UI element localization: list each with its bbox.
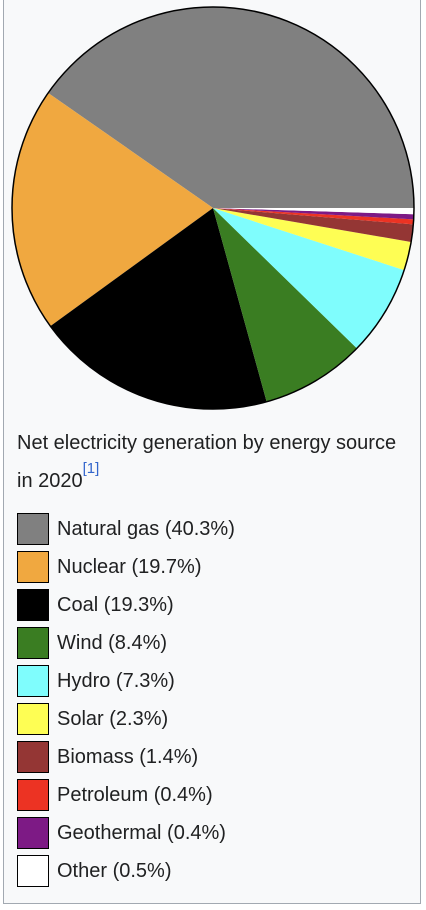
pie-slice-solar xyxy=(213,208,412,271)
chart-infobox: Net electricity generation by energy sou… xyxy=(3,0,421,904)
legend-swatch xyxy=(17,589,49,621)
chart-legend: Natural gas (40.3%) Nuclear (19.7%) Coal (… xyxy=(17,510,235,890)
pie-slice-hydro xyxy=(213,208,405,349)
legend-label: Nuclear (19.7%) xyxy=(57,555,202,578)
legend-label: Natural gas (40.3%) xyxy=(57,517,235,540)
legend-item-petroleum: Petroleum (0.4%) xyxy=(17,776,235,814)
legend-item-hydro: Hydro (7.3%) xyxy=(17,662,235,700)
legend-swatch xyxy=(17,703,49,735)
legend-label: Wind (8.4%) xyxy=(57,631,168,654)
legend-swatch xyxy=(17,513,49,545)
chart-caption: Net electricity generation by energy sou… xyxy=(17,424,409,500)
pie-slice-geothermal xyxy=(213,208,414,220)
legend-label: Biomass (1.4%) xyxy=(57,745,199,768)
pie-slice-nuclear xyxy=(12,92,214,327)
legend-label: Petroleum (0.4%) xyxy=(57,783,213,806)
legend-label: Solar (2.3%) xyxy=(57,707,169,730)
pie-slice-wind xyxy=(213,208,357,402)
reference-superscript: [1] xyxy=(83,460,100,477)
pie-slice-coal xyxy=(50,208,267,410)
legend-item-geothermal: Geothermal (0.4%) xyxy=(17,814,235,852)
legend-swatch xyxy=(17,817,49,849)
pie-chart-area xyxy=(4,0,422,412)
legend-item-natural-gas: Natural gas (40.3%) xyxy=(17,510,235,548)
pie-slice-natural-gas xyxy=(48,6,414,209)
legend-swatch xyxy=(17,741,49,773)
legend-swatch xyxy=(17,855,49,887)
legend-swatch xyxy=(17,779,49,811)
legend-swatch xyxy=(17,665,49,697)
pie-outline xyxy=(11,6,415,410)
legend-swatch xyxy=(17,551,49,583)
legend-item-biomass: Biomass (1.4%) xyxy=(17,738,235,776)
pie-chart xyxy=(11,6,415,410)
legend-item-coal: Coal (19.3%) xyxy=(17,586,235,624)
pie-slice-other xyxy=(213,208,414,215)
legend-item-solar: Solar (2.3%) xyxy=(17,700,235,738)
legend-label: Coal (19.3%) xyxy=(57,593,174,616)
legend-label: Geothermal (0.4%) xyxy=(57,821,226,844)
legend-swatch xyxy=(17,627,49,659)
legend-item-wind: Wind (8.4%) xyxy=(17,624,235,662)
chart-title: Net electricity generation by energy sou… xyxy=(17,432,397,492)
legend-item-nuclear: Nuclear (19.7%) xyxy=(17,548,235,586)
legend-label: Other (0.5%) xyxy=(57,859,172,882)
pie-slice-petroleum xyxy=(213,208,414,225)
legend-label: Hydro (7.3%) xyxy=(57,669,175,692)
legend-item-other: Other (0.5%) xyxy=(17,852,235,890)
pie-slice-biomass xyxy=(213,208,414,242)
reference-link[interactable]: [1] xyxy=(82,460,100,478)
